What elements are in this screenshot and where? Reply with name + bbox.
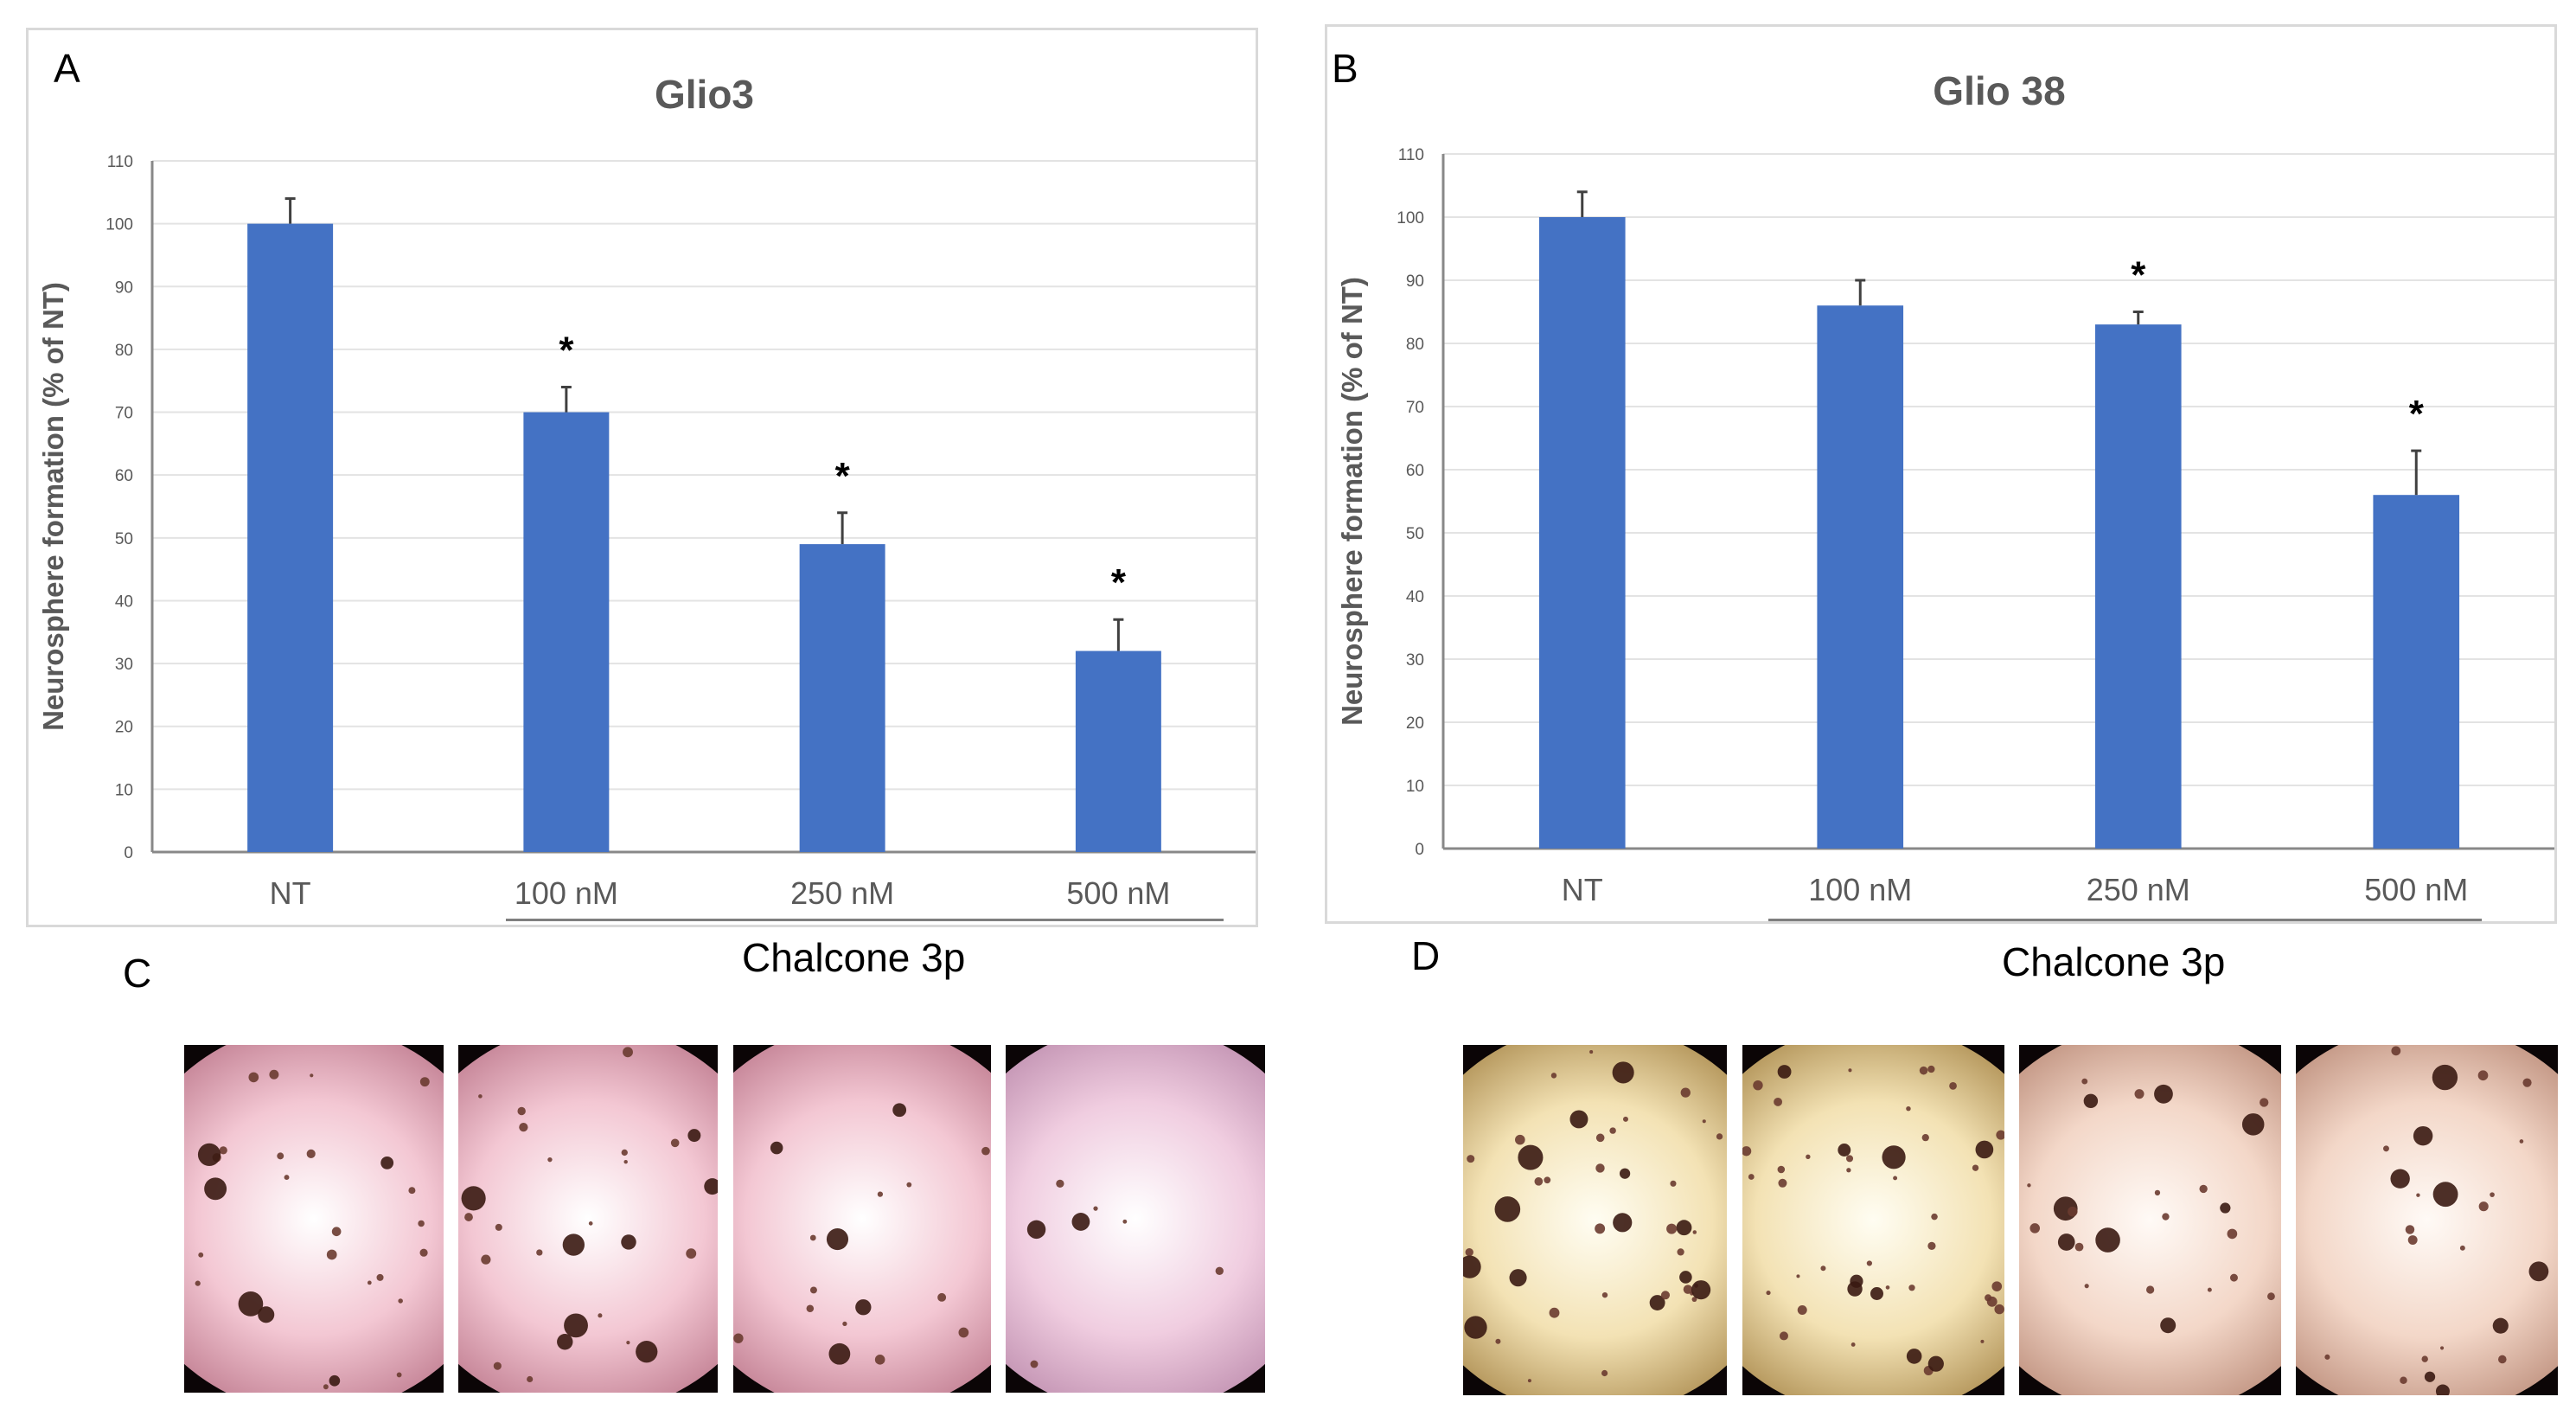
significance-marker: *: [1111, 561, 1127, 604]
chart-title: Glio 38: [1933, 68, 2065, 113]
micrograph-c4: [1006, 1045, 1265, 1393]
y-tick-label: 80: [115, 342, 133, 360]
bar: [523, 412, 610, 852]
micrograph-c1: [184, 1045, 444, 1393]
y-tick-label: 10: [1406, 778, 1424, 796]
y-tick-label: 100: [105, 216, 133, 234]
y-tick-label: 50: [1406, 525, 1424, 543]
significance-marker: *: [2131, 254, 2146, 297]
y-tick-label: 40: [115, 593, 133, 611]
micrograph-c2: [458, 1045, 718, 1393]
y-tick-label: 20: [1406, 714, 1424, 733]
group-line-b: [1768, 919, 2482, 921]
significance-marker: *: [559, 329, 574, 371]
chart-title: Glio3: [655, 72, 754, 117]
category-label: 250 nM: [2087, 872, 2190, 907]
y-tick-label: 90: [115, 279, 133, 297]
y-tick-label: 80: [1406, 336, 1424, 354]
y-tick-label: 90: [1406, 272, 1424, 291]
y-tick-label: 50: [115, 530, 133, 548]
y-tick-label: 40: [1406, 588, 1424, 606]
micrograph-d2: [1742, 1045, 2004, 1395]
y-tick-label: 60: [115, 467, 133, 485]
chart-panel-a: Glio3 0 10 20 30 40 50 60 70 80 90 100 110 Neurospher…: [26, 28, 1258, 927]
y-tick-label: 0: [1415, 841, 1424, 859]
significance-marker: *: [835, 455, 851, 497]
micrograph-d1: [1463, 1045, 1727, 1395]
micrograph-d3: [2019, 1045, 2281, 1395]
category-label: 500 nM: [1066, 875, 1170, 911]
category-label: NT: [1562, 872, 1603, 907]
significance-marker: *: [2409, 393, 2425, 435]
bar: [1075, 650, 1161, 852]
bar: [1817, 305, 1904, 849]
panel-label-c: C: [123, 951, 152, 996]
chart-panel-b: Glio 38 0 10 20 30 40 50 60 70 80 90 100 110 Neurosph…: [1325, 24, 2557, 924]
panel-label-b: B: [1332, 46, 1358, 91]
y-tick-label: 70: [115, 405, 133, 423]
micrograph-d4: [2296, 1045, 2558, 1395]
y-tick-label: 0: [124, 844, 133, 862]
category-label: 100 nM: [1808, 872, 1912, 907]
group-line-a: [506, 919, 1224, 921]
y-axis-label: Neurosphere formation (% of NT): [1336, 277, 1368, 726]
bar: [2373, 495, 2460, 849]
group-label-b: Chalcone 3p: [2002, 939, 2226, 984]
bar: [2094, 324, 2182, 849]
micrograph-c3: [733, 1045, 991, 1393]
bar: [247, 223, 334, 852]
panel-label-d: D: [1411, 933, 1441, 978]
y-tick-label: 100: [1397, 209, 1424, 227]
y-tick-label: 60: [1406, 462, 1424, 480]
chart-glio38: Glio 38 0 10 20 30 40 50 60 70 80 90 100 110 Neurosph…: [1336, 68, 2555, 907]
bar: [799, 544, 885, 852]
chart-glio3: Glio3 0 10 20 30 40 50 60 70 80 90 100 110 Neurospher…: [37, 72, 1256, 911]
y-tick-label: 110: [107, 153, 133, 171]
y-tick-label: 110: [1398, 146, 1424, 164]
category-label: 500 nM: [2364, 872, 2468, 907]
panel-label-a: A: [54, 46, 80, 91]
group-label-a: Chalcone 3p: [742, 935, 966, 980]
category-label: 100 nM: [515, 875, 618, 911]
category-label: 250 nM: [790, 875, 894, 911]
y-tick-label: 20: [115, 719, 133, 737]
y-tick-label: 70: [1406, 399, 1424, 417]
category-label: NT: [270, 875, 311, 911]
y-tick-label: 30: [115, 656, 133, 674]
y-tick-label: 30: [1406, 651, 1424, 670]
y-tick-label: 10: [115, 781, 133, 799]
bar: [1538, 217, 1626, 849]
y-axis-label: Neurosphere formation (% of NT): [37, 282, 69, 731]
